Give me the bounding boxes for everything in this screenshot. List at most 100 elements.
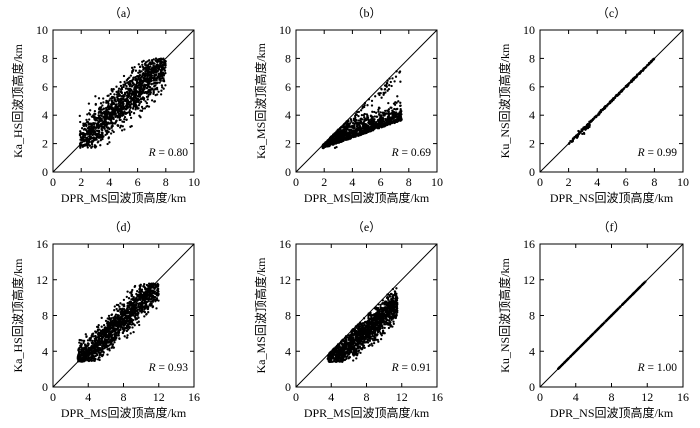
scatter-point	[92, 115, 95, 119]
scatter-point	[100, 125, 103, 128]
scatter-point	[135, 80, 139, 83]
scatter-point	[118, 110, 122, 113]
scatter-point	[363, 132, 367, 135]
scatter-point	[127, 314, 130, 317]
scatter-point	[152, 90, 155, 93]
scatter-point	[349, 125, 353, 128]
scatter-point	[108, 332, 111, 336]
scatter-point	[104, 115, 107, 118]
y-tick-label: 0	[42, 380, 48, 394]
scatter-point	[383, 120, 386, 123]
scatter-point	[148, 284, 152, 287]
x-axis-label: DPR_MS回波顶高度/km	[304, 190, 430, 205]
scatter-point	[102, 324, 106, 327]
scatter-point	[370, 120, 373, 124]
scatter-point	[138, 295, 141, 298]
scatter-point	[108, 349, 111, 352]
scatter-point	[92, 332, 95, 335]
scatter-point	[382, 114, 385, 117]
scatter-point	[146, 85, 150, 88]
scatter-point	[359, 109, 363, 112]
scatter-point	[129, 125, 132, 128]
scatter-point	[90, 146, 93, 149]
scatter-point	[343, 128, 346, 131]
scatter-point	[160, 84, 164, 87]
scatter-point	[129, 74, 133, 77]
scatter-point	[135, 304, 138, 307]
scatter-point	[78, 356, 82, 359]
x-tick-label: 2	[321, 175, 327, 189]
scatter-point	[136, 290, 139, 293]
scatter-point	[156, 287, 159, 291]
x-tick-label: 6	[378, 175, 384, 189]
scatter-point	[340, 130, 344, 133]
scatter-point	[138, 285, 142, 288]
scatter-point	[164, 84, 167, 87]
scatter-point	[378, 92, 381, 95]
scatter-point	[131, 80, 134, 84]
scatter-point	[87, 102, 91, 105]
scatter-point	[356, 128, 359, 132]
scatter-point	[132, 330, 135, 334]
scatter-point	[108, 322, 111, 325]
scatter-point	[140, 302, 143, 305]
scatter-point	[339, 139, 342, 142]
scatter-point	[142, 77, 145, 80]
scatter-point	[108, 99, 111, 102]
scatter-point	[96, 133, 99, 136]
scatter-point	[86, 358, 89, 361]
scatter-point	[355, 122, 358, 125]
panel-c: （c）0 2 4 6 8 102468100DPR_NS回波顶高度/kmKu_NS回波顶高…	[497, 6, 689, 205]
scatter-point	[101, 344, 104, 348]
scatter-point	[113, 309, 116, 312]
scatter-point	[81, 348, 84, 351]
scatter-point	[366, 127, 369, 131]
scatter-point	[355, 134, 358, 137]
scatter-point	[383, 88, 386, 91]
scatter-point	[117, 89, 120, 92]
scatter-point	[92, 114, 95, 117]
scatter-point	[125, 107, 129, 110]
x-tick-label: 0	[50, 390, 56, 404]
scatter-point	[359, 117, 362, 121]
scatter-point	[345, 136, 348, 139]
scatter-point	[122, 95, 125, 98]
scatter-point	[362, 113, 365, 117]
scatter-point	[138, 74, 142, 77]
x-tick-label: 0	[293, 175, 299, 189]
scatter-point	[151, 68, 154, 71]
scatter-point	[148, 294, 152, 297]
scatter-point	[95, 129, 98, 132]
scatter-point	[88, 136, 92, 140]
scatter-point	[151, 299, 155, 302]
scatter-point	[366, 116, 370, 119]
scatter-point	[131, 107, 135, 110]
scatter-point	[162, 87, 165, 90]
scatter-point	[145, 95, 149, 99]
scatter-point	[149, 89, 152, 92]
scatter-point	[354, 128, 357, 131]
scatter-point	[130, 85, 134, 88]
scatter-point	[78, 346, 81, 350]
x-tick-label: 10	[677, 175, 689, 189]
scatter-point	[380, 96, 383, 99]
scatter-point	[363, 123, 366, 127]
scatter-point	[140, 70, 143, 73]
scatter-point	[119, 126, 122, 129]
scatter-point	[134, 317, 137, 321]
scatter-point	[80, 344, 83, 347]
scatter-point	[110, 102, 113, 106]
scatter-point	[113, 96, 116, 99]
scatter-point	[366, 104, 369, 107]
scatter-point	[133, 98, 136, 101]
scatter-point	[366, 114, 369, 117]
scatter-point	[151, 61, 154, 64]
scatter-point	[129, 332, 132, 335]
scatter-point	[145, 312, 148, 316]
y-tick-label: 4	[42, 344, 48, 358]
scatter-point	[132, 77, 135, 81]
scatter-point	[149, 79, 153, 82]
scatter-point	[92, 354, 95, 358]
scatter-point	[142, 284, 145, 288]
scatter-point	[111, 117, 114, 120]
